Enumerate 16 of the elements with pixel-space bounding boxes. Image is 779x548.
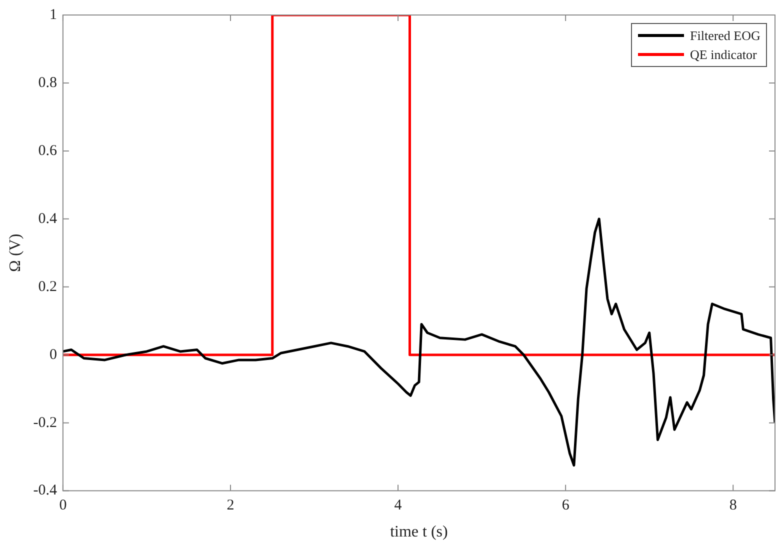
y-tick-label: 0.2 — [38, 278, 57, 295]
x-tick-label: 6 — [562, 498, 570, 514]
y-tick-label: -0.4 — [33, 482, 58, 499]
y-tick-label: 0 — [49, 346, 57, 363]
y-tick-label: 0.8 — [38, 74, 57, 91]
y-tick-label: -0.2 — [33, 414, 57, 431]
y-axis-title: Ω (V) — [6, 234, 24, 272]
y-tick-label: 1 — [49, 6, 57, 23]
legend-label: Filtered EOG — [690, 27, 760, 45]
y-tick-label: 0.6 — [38, 142, 58, 159]
legend-label: QE indicator — [690, 46, 757, 64]
y-tick-label: 0.4 — [38, 210, 58, 227]
x-tick-label: 8 — [729, 498, 737, 514]
x-tick-label: 4 — [394, 498, 402, 514]
x-tick-label: 2 — [226, 498, 234, 514]
x-axis-title: time t (s) — [390, 524, 448, 541]
